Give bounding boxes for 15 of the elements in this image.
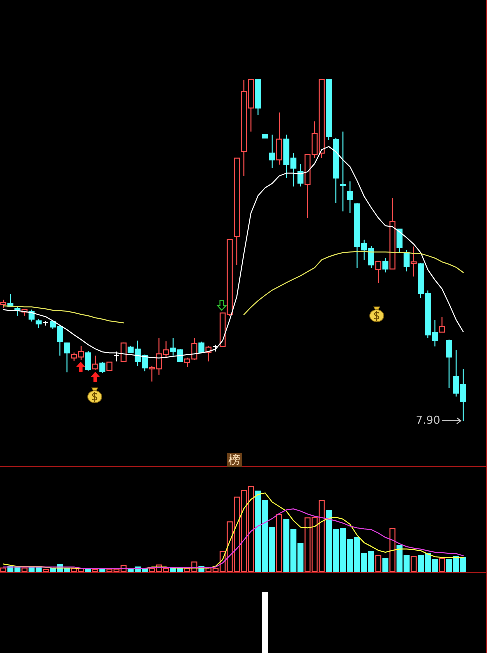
candlestick xyxy=(347,181,354,214)
bar xyxy=(0,568,7,572)
annotation: 7.90 xyxy=(416,414,440,428)
bar xyxy=(22,568,28,572)
candlestick xyxy=(269,134,276,169)
candlestick xyxy=(276,112,282,166)
candlestick xyxy=(340,131,346,212)
bar xyxy=(276,514,282,572)
bar xyxy=(382,558,389,572)
bar xyxy=(439,558,446,572)
candlestick xyxy=(410,246,417,278)
bar xyxy=(376,555,382,572)
text: 榜 xyxy=(227,453,242,467)
bar xyxy=(410,556,417,572)
bar xyxy=(390,528,396,572)
